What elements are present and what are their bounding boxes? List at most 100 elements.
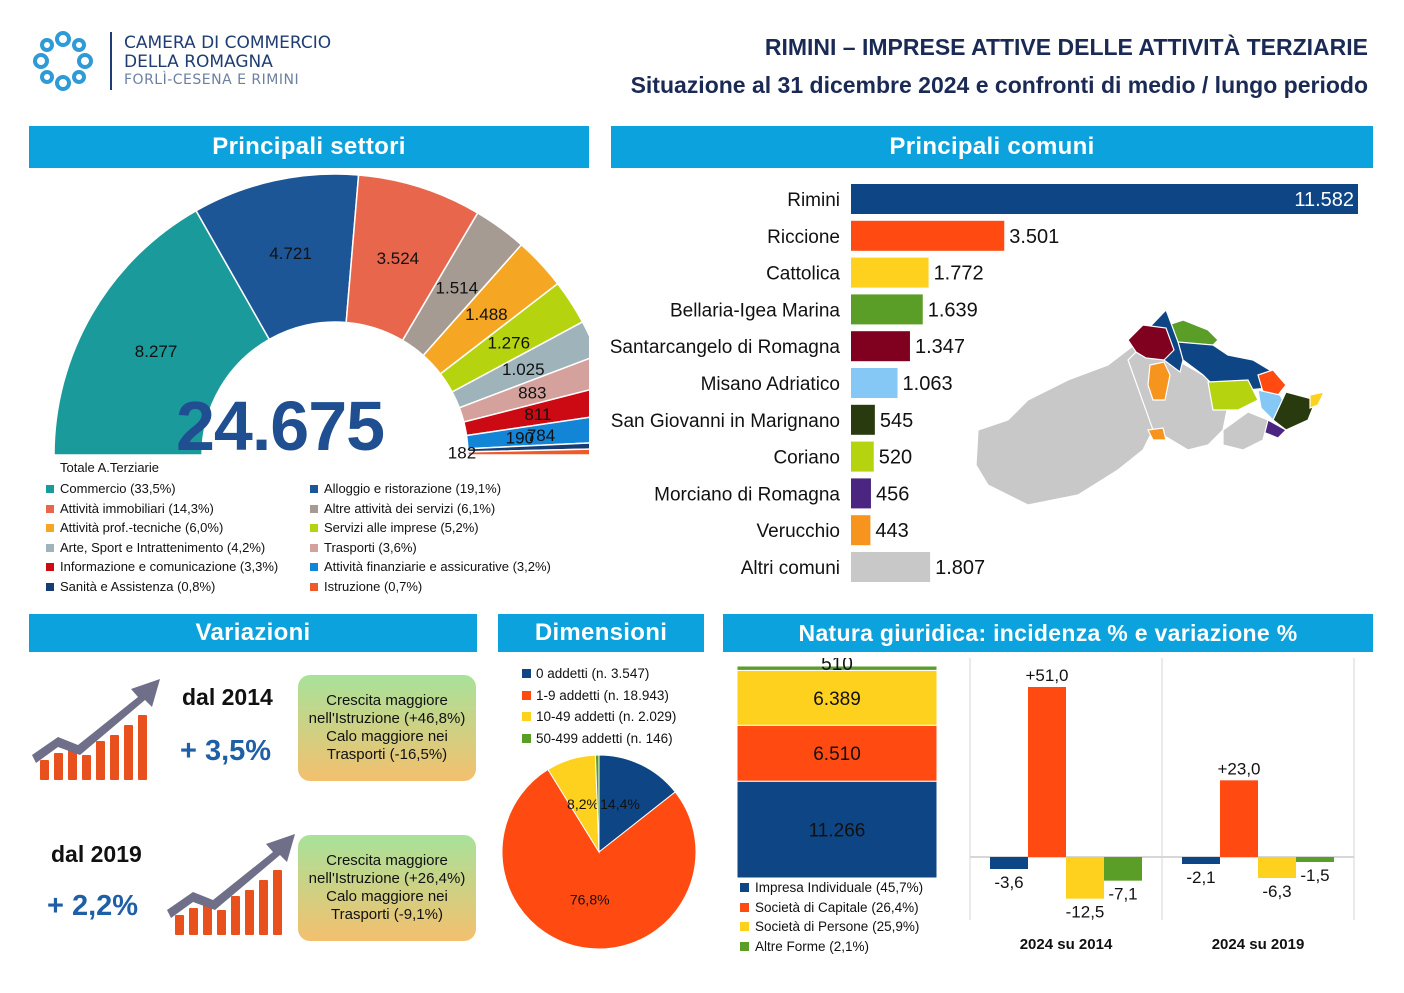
- natura-variation-chart: -3,6 +51,0 -12,5-7,1 2024 su 2014 -2,1 +23,0 -…: [969, 658, 1355, 953]
- settori-legend-item: Altre attività dei servizi (6,1%): [310, 501, 495, 516]
- dimensioni-legend-label: 50-499 addetti (n. 146): [536, 730, 673, 746]
- dimensioni-chart: 14,4% 76,8% 8,2%: [501, 754, 697, 950]
- settori-legend: Commercio (33,5%) Alloggio e ristorazione…: [46, 481, 591, 601]
- settori-legend-label: Alloggio e ristorazione (19,1%): [324, 481, 502, 496]
- natura-legend-swatch: [740, 883, 749, 892]
- settori-slice: [53, 209, 271, 456]
- settori-legend-label: Attività immobiliari (14,3%): [60, 500, 214, 516]
- natura-variation-bar: [1296, 857, 1334, 862]
- settori-slice: [467, 448, 589, 456]
- settori-legend-swatch: [310, 583, 318, 591]
- growth-arrow-icon: [32, 679, 160, 780]
- comune-value: 11.582: [1294, 189, 1354, 211]
- variazione-2019-note: Crescita maggiore nell'Istruzione (+26,4…: [298, 835, 476, 941]
- comune-bar: [851, 552, 931, 582]
- section-comuni: Principali comuni: [611, 126, 1373, 168]
- dimensioni-legend-label: 0 addetti (n. 3.547): [536, 666, 650, 681]
- comune-value: 545: [880, 410, 913, 432]
- natura-variation-label: +23,0: [1217, 759, 1260, 778]
- settori-legend-swatch: [310, 485, 318, 493]
- comune-bar: [851, 515, 871, 546]
- settori-legend-label: Informazione e comunicazione (3,3%): [60, 559, 279, 575]
- dimensioni-slice: [594, 754, 600, 853]
- natura-variation-label: -12,5: [1066, 903, 1105, 922]
- settori-slice-label: 190: [506, 429, 534, 448]
- natura-variation-label: -7,1: [1108, 885, 1137, 904]
- natura-stack-label: 6.389: [813, 689, 861, 710]
- settori-legend-item: Attività prof.-tecniche (6,0%): [46, 520, 223, 535]
- settori-slice-label: 3.524: [377, 249, 420, 268]
- natura-legend-item: Altre Forme (2,1%): [740, 939, 869, 954]
- province-map: [975, 308, 1326, 506]
- comune-bar: [851, 331, 910, 362]
- comune-bar: [851, 404, 875, 435]
- settori-legend-item: Sanità e Assistenza (0,8%): [46, 579, 215, 594]
- natura-legend-label: Impresa Individuale (45,7%): [755, 880, 924, 895]
- dimensioni-legend-item: 50-499 addetti (n. 146): [522, 731, 673, 746]
- dimensioni-legend-swatch: [522, 712, 531, 721]
- section-dimensioni: Dimensioni: [498, 614, 704, 652]
- settori-slice-label: 784: [527, 426, 555, 445]
- dimensioni-legend-item: 10-49 addetti (n. 2.029): [522, 709, 676, 724]
- comune-value: 443: [875, 520, 908, 542]
- settori-legend-item: Alloggio e ristorazione (19,1%): [310, 481, 501, 496]
- natura-stack-label: 510: [821, 658, 853, 675]
- comune-label: Morciano di Romagna: [654, 484, 840, 505]
- logo-line-1: CAMERA DI COMMERCIO: [124, 33, 332, 53]
- settori-slice-label: 4.721: [269, 244, 312, 263]
- natura-stack-label: 6.510: [813, 744, 861, 765]
- comune-value: 1.063: [903, 373, 953, 395]
- natura-legend-label: Altre Forme (2,1%): [755, 938, 870, 954]
- comune-bar: [851, 294, 923, 325]
- settori-slice-label: 883: [518, 384, 546, 403]
- settori-slice-label: 1.514: [436, 279, 479, 298]
- comune-label: Misano Adriatico: [701, 374, 840, 395]
- comune-value: 3.501: [1009, 226, 1059, 248]
- settori-legend-label: Arte, Sport e Intrattenimento (4,2%): [60, 539, 266, 555]
- comune-bar: [851, 441, 874, 472]
- settori-legend-label: Attività finanziarie e assicurative (3,2…: [324, 559, 551, 575]
- comuni-chart: Rimini 11.582 Riccione 3.501 Cattolica 1.772 B…: [611, 184, 1358, 582]
- settori-legend-item: Arte, Sport e Intrattenimento (4,2%): [46, 540, 265, 555]
- natura-stack-segment: [736, 724, 938, 782]
- natura-variation-label: -2,1: [1186, 868, 1215, 887]
- settori-legend-swatch: [46, 583, 54, 591]
- dimensioni-slice: [501, 768, 697, 950]
- comune-value: 456: [876, 483, 909, 505]
- natura-legend-item: Impresa Individuale (45,7%): [740, 880, 923, 895]
- dimensioni-slice: [598, 754, 676, 854]
- comune-label: Riccione: [767, 227, 840, 248]
- page-subtitle: Situazione al 31 dicembre 2024 e confron…: [630, 72, 1368, 98]
- settori-slice-label: 1.025: [502, 360, 545, 379]
- comune-label: Coriano: [773, 448, 840, 469]
- variazione-2019-label: dal 2019: [51, 841, 142, 867]
- comune-label: Bellaria-Igea Marina: [670, 300, 840, 321]
- natura-stack-segment: [736, 780, 938, 879]
- settori-legend-swatch: [310, 524, 318, 533]
- logo-divider: [110, 32, 112, 90]
- comune-value: 1.807: [935, 557, 985, 579]
- dimensioni-legend-item: 1-9 addetti (n. 18.943): [522, 688, 669, 703]
- natura-legend-swatch: [740, 922, 749, 931]
- settori-legend-item: Trasporti (3,6%): [310, 540, 417, 555]
- natura-variation-label: -6,3: [1262, 882, 1291, 901]
- settori-legend-item: Attività immobiliari (14,3%): [46, 501, 214, 516]
- dimensioni-legend: 0 addetti (n. 3.547) 1-9 addetti (n. 18.9…: [522, 666, 702, 756]
- dimensioni-legend-item: 0 addetti (n. 3.547): [522, 666, 649, 681]
- settori-legend-swatch: [46, 485, 54, 493]
- comune-bar: [851, 478, 871, 509]
- natura-legend-swatch: [740, 902, 749, 912]
- variazione-2019-value: + 2,2%: [47, 890, 139, 922]
- settori-legend-swatch: [46, 504, 54, 513]
- comune-label: Santarcangelo di Romagna: [611, 337, 840, 358]
- natura-variation-label: +51,0: [1025, 666, 1068, 685]
- section-variazioni: Variazioni: [29, 614, 477, 652]
- settori-legend-swatch: [310, 563, 318, 572]
- natura-variation-label: -3,6: [994, 873, 1023, 892]
- comune-bar: [851, 184, 1358, 214]
- natura-stacked-chart: 11.266 6.510 6.389 510: [736, 658, 938, 879]
- page-title: RIMINI – IMPRESE ATTIVE DELLE ATTIVITÀ T…: [764, 34, 1368, 60]
- comune-value: 1.639: [928, 299, 978, 321]
- settori-legend-item: Commercio (33,5%): [46, 481, 176, 496]
- comune-value: 520: [879, 447, 912, 469]
